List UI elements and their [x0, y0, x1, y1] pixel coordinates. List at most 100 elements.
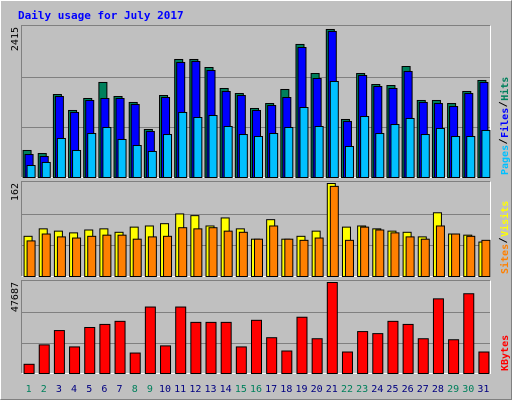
x-tick-label: 26 [402, 384, 414, 395]
bar [466, 235, 476, 278]
bar [284, 127, 294, 178]
bar [481, 239, 491, 277]
bar [466, 136, 476, 178]
bar [481, 129, 491, 179]
bar [114, 320, 126, 375]
legend: KBytes [500, 335, 511, 371]
bar [390, 232, 400, 278]
bar [87, 133, 97, 178]
x-tick-label: 16 [250, 384, 262, 395]
x-tick-label: 1 [26, 384, 32, 395]
bar [266, 337, 278, 374]
bar [375, 229, 385, 277]
x-tick-label: 11 [174, 384, 186, 395]
bar [254, 136, 263, 178]
legend-label: Hits [499, 77, 511, 101]
bar [147, 236, 157, 277]
bar [129, 352, 141, 375]
bar [132, 238, 142, 277]
x-tick-label: 4 [71, 384, 77, 395]
bar [53, 330, 65, 375]
x-tick-label: 27 [417, 384, 429, 395]
bar [463, 293, 475, 375]
bar [432, 298, 444, 374]
x-tick-label: 8 [132, 384, 138, 395]
bar [311, 338, 323, 375]
x-tick-label: 23 [356, 384, 368, 395]
bar [251, 319, 262, 374]
bar [435, 225, 445, 277]
bar [299, 107, 309, 178]
x-tick-label: 6 [101, 384, 107, 395]
bar [26, 165, 36, 178]
bar [193, 228, 203, 277]
bar [402, 323, 414, 375]
bar [284, 238, 294, 277]
bar [344, 146, 354, 178]
x-tick-label: 31 [477, 384, 489, 395]
bar [193, 117, 203, 178]
x-tick-label: 14 [220, 384, 232, 395]
x-tick-label: 21 [326, 384, 338, 395]
legend-separator [498, 138, 508, 144]
x-tick-label: 29 [447, 384, 459, 395]
x-tick-label: 28 [432, 384, 444, 395]
bar [390, 124, 400, 178]
x-tick-label: 3 [56, 384, 62, 395]
x-tick-label: 30 [462, 384, 474, 395]
bar [329, 185, 339, 278]
bar [420, 134, 430, 178]
plot-edge-dark [21, 181, 491, 277]
bar [357, 331, 369, 375]
bar [344, 239, 354, 277]
plot-edge-dark [21, 25, 491, 178]
y-tick-label: 2415 [10, 27, 21, 51]
bar [238, 231, 248, 277]
bar [190, 321, 202, 374]
bar [205, 321, 217, 374]
bar [314, 126, 324, 178]
bar [478, 351, 490, 375]
legend-label: Pages [500, 145, 511, 175]
bar [160, 345, 172, 375]
bar [360, 226, 370, 277]
bar [147, 150, 157, 179]
bar [178, 111, 188, 178]
bar [56, 236, 66, 277]
bar [223, 230, 233, 277]
y-tick-label: 47687 [10, 282, 21, 312]
bar [314, 237, 324, 277]
x-tick-label: 18 [280, 384, 292, 395]
x-tick-label: 7 [117, 384, 123, 395]
legend: Sites Visits [498, 201, 511, 274]
x-tick-label: 25 [386, 384, 398, 395]
bar [235, 346, 247, 374]
x-tick-label: 15 [235, 384, 247, 395]
bar [254, 238, 263, 277]
bar [223, 126, 233, 178]
bar [26, 240, 36, 278]
bar [208, 115, 218, 178]
bar [72, 237, 82, 277]
bar [296, 316, 308, 374]
bar [299, 239, 309, 277]
bar [387, 320, 399, 375]
bar [417, 338, 429, 375]
legend-label: KBytes [500, 335, 511, 371]
bar [175, 306, 187, 375]
x-tick-label: 13 [204, 384, 216, 395]
bar [38, 344, 50, 375]
x-tick-label: 10 [159, 384, 171, 395]
x-tick-label: 2 [41, 384, 47, 395]
bar [84, 326, 96, 375]
bar [132, 145, 142, 178]
chart-title: Daily usage for July 2017 [18, 9, 184, 22]
bar [451, 233, 461, 278]
bar [102, 234, 112, 278]
bar [144, 306, 156, 375]
x-tick-label: 22 [341, 384, 353, 395]
x-tick-label: 17 [265, 384, 277, 395]
bar [23, 363, 35, 375]
bar [435, 127, 445, 178]
